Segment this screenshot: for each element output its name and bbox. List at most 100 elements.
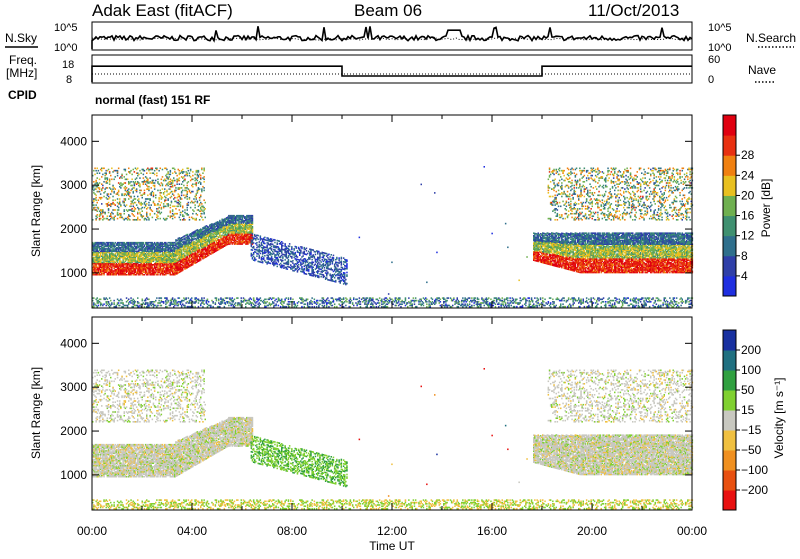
echo-cell [97, 172, 99, 174]
echo-cell [184, 209, 186, 211]
echo-cell [160, 185, 162, 187]
echo-cell [265, 299, 267, 301]
noise-right-tick-top: 10^5 [708, 22, 732, 34]
echo-cell [135, 301, 137, 303]
echo-cell [138, 174, 140, 176]
echo-cell [201, 217, 203, 219]
echo-cell [188, 297, 190, 299]
echo-cell [192, 175, 194, 177]
echo-cell [149, 198, 151, 200]
echo-cell [95, 180, 97, 182]
echo-cell [199, 199, 201, 201]
echo-cell [251, 253, 253, 255]
echo-cell [154, 185, 156, 187]
echo-cell [179, 177, 181, 179]
echo-cell [167, 171, 169, 173]
echo-cell [188, 214, 190, 216]
echo-cell [282, 256, 284, 258]
echo-cell [183, 171, 185, 173]
echo-cell [174, 217, 176, 219]
echo-cell [109, 183, 111, 185]
echo-cell [149, 213, 151, 215]
echo-cell [143, 174, 145, 176]
echo-cell [251, 299, 253, 301]
echo-cell [174, 197, 176, 199]
echo-cell [179, 209, 181, 211]
echo-cell [198, 306, 200, 308]
echo-cell [237, 297, 239, 299]
echo-cell [117, 218, 119, 220]
echo-cell [175, 172, 177, 174]
echo-cell [256, 237, 258, 239]
echo-cell [181, 183, 183, 185]
beam-title: Beam 06 [354, 1, 422, 20]
echo-cell [200, 195, 202, 197]
echo-cell [192, 179, 194, 181]
echo-cell [280, 263, 282, 265]
echo-cell [146, 212, 148, 214]
echo-cell [139, 192, 141, 194]
echo-cell [194, 174, 196, 176]
echo-cell [172, 209, 174, 211]
echo-cell [139, 170, 141, 172]
echo-cell [219, 306, 221, 308]
echo-cell [129, 192, 131, 194]
echo-cell [94, 168, 96, 170]
echo-cell [268, 238, 270, 240]
echo-cell [227, 297, 229, 299]
echo-cell [202, 219, 204, 221]
echo-cell [253, 246, 255, 248]
echo-cell [189, 237, 191, 239]
echo-cell [167, 300, 169, 302]
echo-cell [161, 207, 163, 209]
echo-cell [98, 199, 100, 201]
echo-cell [257, 235, 259, 237]
echo-cell [93, 204, 95, 206]
echo-cell [200, 175, 202, 177]
echo-cell [192, 183, 194, 185]
echo-cell [176, 183, 178, 185]
echo-cell [173, 195, 175, 197]
echo-cell [118, 302, 120, 304]
echo-cell [157, 203, 159, 205]
echo-cell [170, 188, 172, 190]
echo-cell [155, 300, 157, 302]
echo-cell [148, 186, 150, 188]
echo-cell [194, 204, 196, 206]
echo-cell [97, 202, 99, 204]
echo-cell [149, 172, 151, 174]
echo-cell [146, 203, 148, 205]
echo-cell [190, 207, 192, 209]
echo-cell [275, 299, 277, 301]
echo-cell [201, 213, 203, 215]
echo-cell [188, 170, 190, 172]
echo-cell [272, 258, 274, 260]
echo-cell [130, 196, 132, 198]
echo-cell [97, 210, 99, 212]
echo-cell [149, 177, 151, 179]
echo-cell [143, 215, 145, 217]
echo-cell [128, 168, 130, 170]
echo-cell [173, 177, 175, 179]
echo-cell [110, 300, 112, 302]
echo-cell [201, 203, 203, 205]
echo-cell [161, 305, 163, 307]
echo-cell [192, 186, 194, 188]
echo-cell [139, 177, 141, 179]
echo-cell [160, 204, 162, 206]
echo-cell [97, 214, 99, 216]
echo-cell [182, 190, 184, 192]
echo-cell [161, 192, 163, 194]
echo-cell [135, 208, 137, 210]
echo-cell [184, 305, 186, 307]
echo-cell [136, 177, 138, 179]
echo-cell [268, 261, 270, 263]
echo-cell [155, 204, 157, 206]
echo-cell [155, 197, 157, 199]
echo-cell [121, 300, 123, 302]
echo-cell [180, 204, 182, 206]
echo-cell [108, 193, 110, 195]
echo-cell [224, 306, 226, 308]
echo-cell [262, 245, 264, 247]
echo-cell [100, 218, 102, 220]
